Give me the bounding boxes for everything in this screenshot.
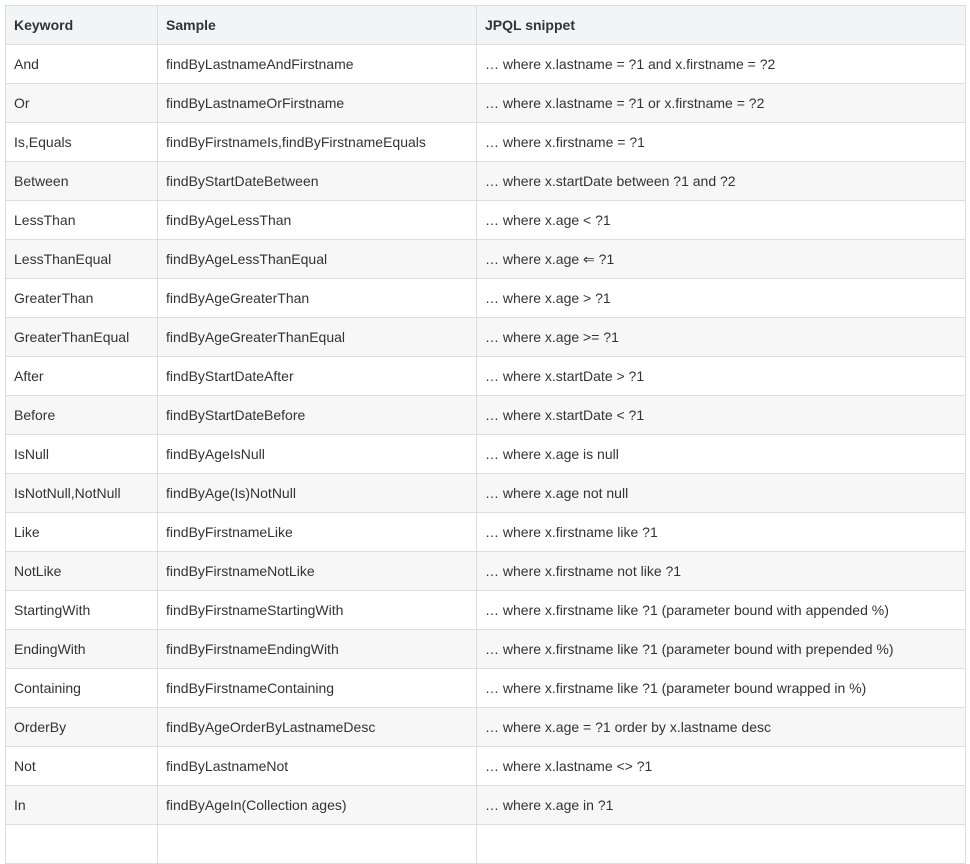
table-row: StartingWith findByFirstnameStartingWith…… [5,590,966,630]
jpql-cell: … where x.firstname like ?1 (parameter b… [476,629,966,669]
table-row: Not findByLastnameNot… where x.lastname <… [5,746,966,786]
keyword-cell: LessThanEqual [5,239,158,279]
jpql-cell: … where x.firstname like ?1 (parameter b… [476,590,966,630]
keyword-cell: NotLike [5,551,158,591]
table-row: Like findByFirstnameLike… where x.firstna… [5,512,966,552]
sample-cell: findByLastnameAndFirstname [157,44,477,84]
header-sample: Sample [157,5,477,45]
keyword-cell: OrderBy [5,707,158,747]
jpql-cell: … where x.lastname = ?1 and x.firstname … [476,44,966,84]
keyword-cell: IsNotNull,NotNull [5,473,158,513]
table-row: OrderBy findByAgeOrderByLastnameDesc… whe… [5,707,966,747]
jpql-cell: … where x.startDate < ?1 [476,395,966,435]
jpql-cell: … where x.age in ?1 [476,785,966,825]
table-row: After findByStartDateAfter… where x.start… [5,356,966,396]
table-row: EndingWith findByFirstnameEndingWith… whe… [5,629,966,669]
sample-cell: findByFirstnameIs,findByFirstnameEquals [157,122,477,162]
sample-cell: findByStartDateBetween [157,161,477,201]
sample-cell: findByLastnameNot [157,746,477,786]
jpql-cell: … where x.age > ?1 [476,278,966,318]
table-row: Containing findByFirstnameContaining… whe… [5,668,966,708]
table-row: GreaterThan findByAgeGreaterThan… where x… [5,278,966,318]
keyword-cell: Containing [5,668,158,708]
jpql-cell: … where x.startDate > ?1 [476,356,966,396]
keyword-cell: StartingWith [5,590,158,630]
jpql-cell: … where x.age = ?1 order by x.lastname d… [476,707,966,747]
sample-cell: findByFirstnameStartingWith [157,590,477,630]
table-row: NotLike findByFirstnameNotLike… where x.f… [5,551,966,591]
keyword-cell: Like [5,512,158,552]
keyword-cell: Or [5,83,158,123]
sample-cell: findByAgeLessThanEqual [157,239,477,279]
keyword-cell: Before [5,395,158,435]
keyword-table: Keyword Sample JPQL snippet And findByLas… [5,5,966,864]
sample-cell: findByLastnameOrFirstname [157,83,477,123]
jpql-cell: … where x.age not null [476,473,966,513]
header-keyword: Keyword [5,5,158,45]
jpql-cell: … where x.age is null [476,434,966,474]
sample-cell: findByAge(Is)NotNull [157,473,477,513]
table-row: Between findByStartDateBetween… where x.s… [5,161,966,201]
sample-cell: findByAgeLessThan [157,200,477,240]
table-row: LessThanEqual findByAgeLessThanEqual… whe… [5,239,966,279]
table-row: IsNotNull,NotNull findByAge(Is)NotNull… w… [5,473,966,513]
sample-cell: findByFirstnameEndingWith [157,629,477,669]
table-row: GreaterThanEqual findByAgeGreaterThanEqua… [5,317,966,357]
jpql-cell: … where x.firstname not like ?1 [476,551,966,591]
keyword-cell: Not [5,746,158,786]
keyword-cell: Is,Equals [5,122,158,162]
jpql-cell: … where x.firstname like ?1 (parameter b… [476,668,966,708]
sample-cell: findByStartDateAfter [157,356,477,396]
jpql-cell: … where x.firstname like ?1 [476,512,966,552]
jpql-cell: … where x.firstname = ?1 [476,122,966,162]
keyword-cell: And [5,44,158,84]
table-row: In findByAgeIn(Collection ages)… where x.… [5,785,966,825]
table-row: IsNull findByAgeIsNull… where x.age is nu… [5,434,966,474]
sample-cell: findByAgeGreaterThan [157,278,477,318]
sample-cell: findByFirstnameLike [157,512,477,552]
sample-cell: findByStartDateBefore [157,395,477,435]
jpql-cell: … where x.lastname = ?1 or x.firstname =… [476,83,966,123]
sample-cell: findByAgeGreaterThanEqual [157,317,477,357]
jpql-cell: … where x.age ⇐ ?1 [476,239,966,279]
jpql-cell: … where x.age >= ?1 [476,317,966,357]
keyword-cell [5,824,158,864]
keyword-cell: GreaterThanEqual [5,317,158,357]
keyword-cell: After [5,356,158,396]
table-row: LessThan findByAgeLessThan… where x.age <… [5,200,966,240]
keyword-cell: IsNull [5,434,158,474]
sample-cell: findByFirstnameContaining [157,668,477,708]
header-jpql: JPQL snippet [476,5,966,45]
table-row [5,824,966,864]
sample-cell: findByAgeIn(Collection ages) [157,785,477,825]
sample-cell: findByAgeIsNull [157,434,477,474]
table-row: And findByLastnameAndFirstname… where x.l… [5,44,966,84]
keyword-cell: In [5,785,158,825]
table-row: Is,Equals findByFirstnameIs,findByFirstna… [5,122,966,162]
header-row: Keyword Sample JPQL snippet [5,5,966,45]
table-row: Before findByStartDateBefore… where x.sta… [5,395,966,435]
sample-cell [157,824,477,864]
keyword-cell: Between [5,161,158,201]
keyword-cell: LessThan [5,200,158,240]
table-row: Or findByLastnameOrFirstname… where x.las… [5,83,966,123]
jpql-cell: … where x.lastname <> ?1 [476,746,966,786]
jpql-cell: … where x.startDate between ?1 and ?2 [476,161,966,201]
sample-cell: findByAgeOrderByLastnameDesc [157,707,477,747]
jpql-cell: … where x.age < ?1 [476,200,966,240]
keyword-cell: EndingWith [5,629,158,669]
sample-cell: findByFirstnameNotLike [157,551,477,591]
keyword-cell: GreaterThan [5,278,158,318]
jpql-cell [476,824,966,864]
